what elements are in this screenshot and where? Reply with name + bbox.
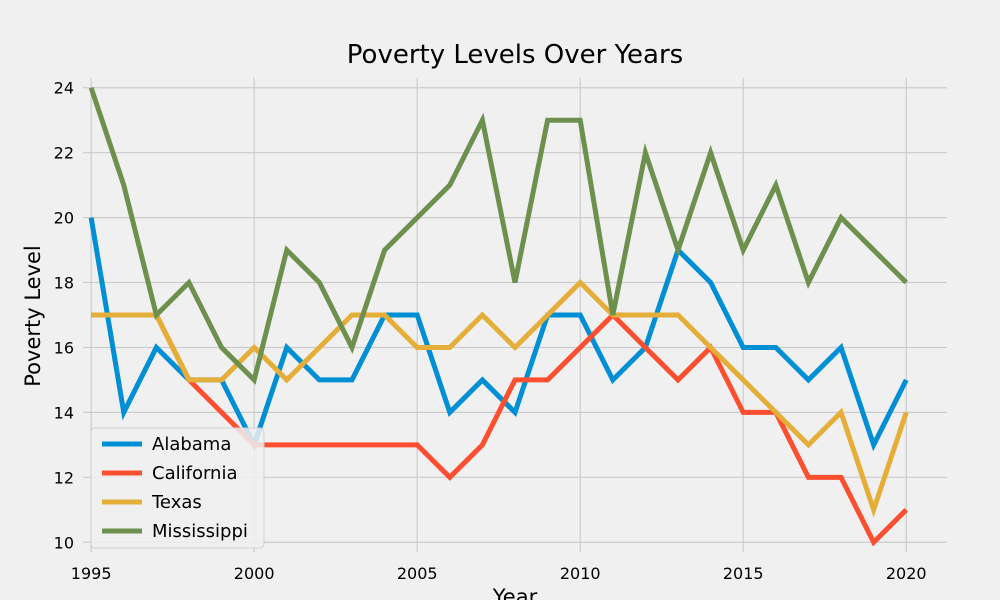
series-lines: [88, 86, 909, 547]
y-tick-label: 10: [54, 533, 74, 552]
y-tick-label: 14: [54, 403, 74, 422]
x-tick-label: 2020: [886, 564, 927, 583]
series-line-california: [91, 311, 909, 547]
y-tick-label: 20: [54, 209, 74, 228]
series-line-mississippi: [88, 86, 909, 385]
legend-label: Mississippi: [152, 521, 248, 542]
x-tick-label: 2005: [397, 564, 438, 583]
legend: Alabama California Texas Mississippi: [90, 427, 265, 549]
series-line-alabama: [88, 217, 909, 452]
y-tick-label: 22: [54, 144, 74, 163]
y-tick-label: 16: [54, 338, 74, 357]
x-axis-label: Year: [492, 585, 538, 600]
y-tick-label: 24: [54, 79, 74, 98]
chart-title: Poverty Levels Over Years: [347, 40, 683, 70]
y-tick-label: 12: [54, 468, 74, 487]
legend-label: Alabama: [152, 434, 231, 455]
y-axis-label: Poverty Level: [21, 245, 45, 387]
series-line-texas: [91, 279, 909, 518]
x-tick-label: 2015: [723, 564, 764, 583]
x-tick-label: 2000: [234, 564, 275, 583]
x-tick-label: 1995: [71, 564, 112, 583]
y-tick-label: 18: [54, 274, 74, 293]
x-tick-label: 2010: [560, 564, 601, 583]
x-tick-labels: 1995 2000 2005 2010 2015 2020: [71, 564, 927, 583]
legend-box: [90, 427, 265, 549]
legend-label: California: [152, 463, 237, 484]
y-tick-labels: 10 12 14 16 18 20 22 24: [54, 79, 74, 553]
legend-label: Texas: [151, 492, 202, 513]
